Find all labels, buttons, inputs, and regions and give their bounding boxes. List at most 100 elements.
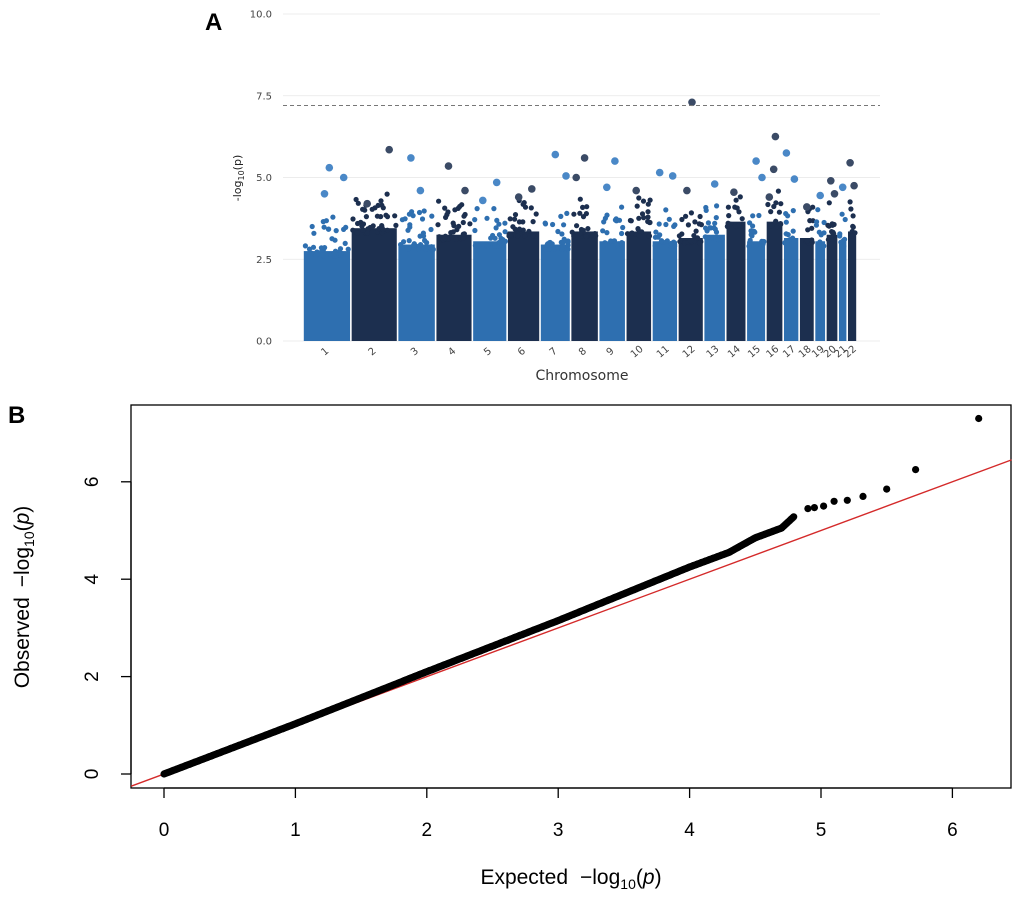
manhattan-peak-point [846,159,854,167]
manhattan-point [516,226,523,232]
qq-x-tick-label: 6 [947,820,958,841]
manhattan-point [584,204,590,210]
chromosome-tick-label: 11 [655,344,672,361]
manhattan-point [636,233,642,239]
manhattan-point [355,230,361,236]
manhattan-peak-point [632,186,640,195]
manhattan-point [309,223,315,230]
manhattan-point [715,237,721,243]
manhattan-point [837,233,843,239]
manhattan-point [629,230,635,236]
manhattan-point [428,226,434,233]
manhattan-point [748,228,754,234]
manhattan-point [472,217,478,223]
manhattan-point [785,213,791,219]
manhattan-peak-point [838,183,847,192]
manhattan-point [778,201,784,207]
manhattan-point [309,250,315,256]
manhattan-point [687,238,693,244]
qq-tail-point [912,466,920,474]
chromosome-tick-label: 2 [367,346,379,359]
qq-y-tick-label: 4 [82,573,103,584]
chromosome-band [838,241,847,341]
manhattan-point [627,217,634,224]
manhattan-peak-point [668,172,677,180]
manhattan-peak-point [611,157,619,165]
manhattan-point [512,212,519,218]
manhattan-point [756,212,762,219]
manhattan-point [782,240,788,246]
manhattan-point [558,213,564,219]
manhattan-point [773,218,779,224]
manhattan-peak-point [339,173,348,182]
manhattan-point [467,221,473,227]
manhattan-point [614,242,620,248]
manhattan-point [636,215,642,221]
manhattan-point [376,226,382,232]
manhattan-point [510,224,516,230]
qq-plot-frame [130,404,1012,789]
manhattan-point [624,231,631,237]
manhattan-point [474,206,480,212]
manhattan-peak-point [407,154,415,162]
manhattan-peak-point [730,188,738,196]
manhattan-point [790,208,796,214]
manhattan-point [429,213,435,219]
manhattan-point [372,205,378,211]
manhattan-point [778,221,784,227]
manhattan-point [809,225,815,231]
manhattan-point [577,231,583,237]
manhattan-peaks [320,98,858,211]
manhattan-peak-point [528,185,536,193]
manhattan-point [577,196,583,202]
manhattan-peak-point [461,186,469,195]
manhattan-point [727,221,733,227]
manhattan-point [550,221,556,228]
qq-x-ticks: 0 1 2 3 4 5 6 [159,787,958,841]
manhattan-point [647,219,653,226]
manhattan-point [605,243,611,249]
manhattan-point [839,211,845,217]
manhattan-point [416,246,422,252]
manhattan-point [807,218,813,224]
chromosome-band [826,234,838,341]
qq-tail-point [975,414,983,423]
manhattan-point [460,219,466,226]
manhattan-peak-point [688,98,696,107]
manhattan-point [421,208,427,214]
manhattan-point [543,246,549,252]
manhattan-peak-point [416,186,425,195]
manhattan-point [747,237,753,243]
manhattan-peak-point [830,190,839,198]
manhattan-point [733,197,739,203]
manhattan-point [492,243,498,249]
manhattan-point [350,216,356,222]
chromosome-tick-label: 8 [577,346,589,359]
manhattan-point [583,233,589,239]
manhattan-point [685,222,692,228]
manhattan-peak-point [803,203,811,211]
chromosome-band [473,241,507,341]
chromosome-band [626,231,652,341]
manhattan-point [370,223,376,229]
qq-tail-point [830,497,838,505]
manhattan-point [402,216,408,222]
manhattan-point [442,205,448,211]
manhattan-point [732,204,738,210]
manhattan-point [559,231,565,237]
manhattan-point [574,223,580,229]
manhattan-point [515,233,521,239]
manhattan-point [406,246,412,252]
manhattan-point [693,228,699,234]
manhattan-plot: 0.02.55.07.510.0 1 2 3 4 5 6 7 8 9 10 11 12 13 14 15 16… [231,10,880,384]
manhattan-point [555,228,561,235]
chromosome-tick-label: 9 [605,346,617,359]
manhattan-point [697,240,703,246]
manhattan-point [419,216,426,222]
manhattan-point [714,203,720,209]
qq-x-tick-label: 0 [159,820,170,841]
manhattan-point [641,215,647,221]
manhattan-point [847,199,853,205]
manhattan-point [634,203,640,209]
manhattan-point [852,230,858,236]
